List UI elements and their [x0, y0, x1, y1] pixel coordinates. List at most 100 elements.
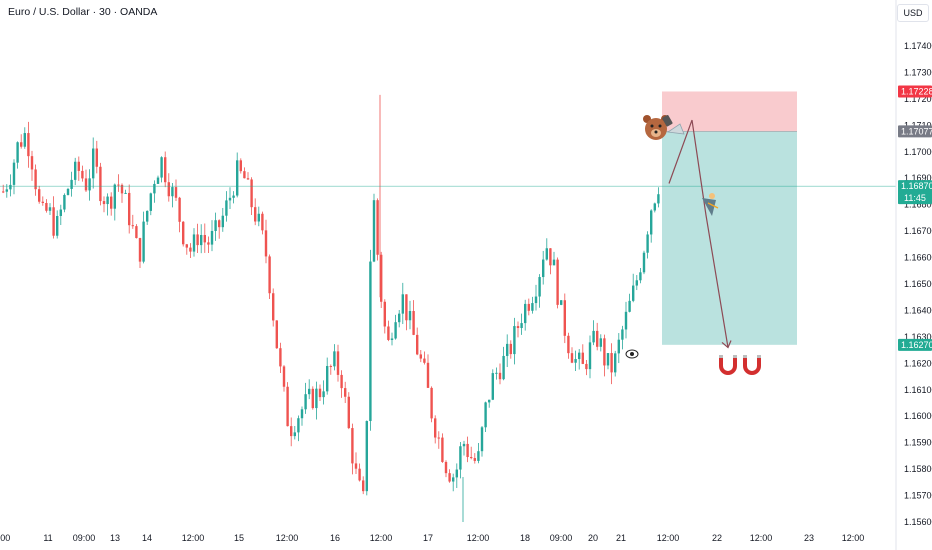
candle-body: [250, 179, 253, 208]
time-tick-label: 09:00: [73, 533, 96, 543]
candle-body: [606, 353, 610, 366]
time-tick-label: 23: [804, 533, 814, 543]
candle-body: [542, 259, 545, 278]
candle-body: [534, 296, 538, 304]
candle-body: [563, 300, 566, 336]
candle-body: [264, 230, 268, 257]
candle-body: [185, 244, 188, 248]
candle-body: [344, 388, 347, 397]
price-tick-label: 1.17100: [904, 120, 932, 130]
price-tick-label: 1.16500: [904, 279, 932, 289]
pen-icon: [662, 115, 673, 127]
candle-body: [77, 161, 80, 171]
candle-body: [192, 234, 196, 252]
paper-plane-icon: [666, 123, 685, 135]
candle-body: [174, 187, 178, 198]
chart-title: Euro / U.S. Dollar · 30 · OANDA: [8, 6, 158, 18]
time-axis[interactable]: :00 11 09:00 13 14 12:00 15 12:00 16 12:00 17 12:00…: [0, 533, 864, 543]
price-axis[interactable]: 1.17400 1.17300 1.17200 1.17100 1.17000 1.169…: [904, 41, 932, 527]
candle-body: [257, 213, 260, 222]
time-tick-label: 22: [712, 533, 722, 543]
candle-body: [502, 355, 505, 380]
price-tick-label: 1.17400: [904, 41, 932, 51]
candle-body: [430, 387, 433, 419]
candle-body: [470, 457, 473, 459]
magnet-tip: [743, 355, 747, 358]
time-tick-label: 12:00: [182, 533, 205, 543]
trader-icon: [702, 198, 716, 216]
candle-body: [2, 191, 5, 193]
price-tick-label: 1.16300: [904, 332, 932, 342]
stop-loss-zone: [662, 91, 797, 132]
candle-body: [632, 285, 635, 301]
candle-body: [444, 461, 448, 474]
candle-body: [128, 192, 131, 226]
currency-button[interactable]: USD: [897, 4, 929, 22]
candle-body: [387, 326, 390, 340]
candle-body: [560, 300, 563, 305]
candle-body: [650, 210, 653, 235]
take-profit-tag: 1.16270: [901, 340, 932, 350]
candle-body: [358, 468, 361, 481]
trade-zones[interactable]: [662, 91, 797, 345]
candle-body: [599, 338, 602, 347]
candle-body: [261, 213, 264, 231]
price-tick-label: 1.16000: [904, 411, 932, 421]
candle-body: [282, 366, 286, 387]
candle-body: [369, 261, 372, 422]
price-tick-label: 1.16400: [904, 305, 932, 315]
price-tick-label: 1.15800: [904, 464, 932, 474]
candle-body: [117, 184, 120, 186]
candle-body: [308, 388, 311, 395]
candle-body: [34, 169, 37, 190]
candle-body: [362, 480, 365, 492]
candle-body: [135, 226, 138, 239]
time-tick-label: 12:00: [370, 533, 393, 543]
candle-body: [498, 372, 502, 380]
projection-line: [668, 119, 729, 348]
candle-body: [218, 220, 221, 228]
candle-body: [279, 348, 282, 367]
candle-body: [653, 203, 656, 211]
trader-arm: [707, 202, 719, 209]
candle-body: [12, 162, 16, 185]
price-tick-label: 1.16800: [904, 200, 932, 210]
candle-body: [236, 160, 239, 196]
candle-body: [524, 303, 527, 324]
candle-body: [527, 303, 530, 311]
candle-body: [549, 248, 552, 266]
candle-body: [268, 256, 271, 294]
candle-body: [196, 234, 199, 246]
candle-body: [92, 148, 95, 179]
time-tick-label: 12:00: [842, 533, 865, 543]
candle-body: [488, 399, 491, 403]
annotations: [625, 115, 761, 375]
candle-body: [167, 182, 170, 197]
candle-body: [300, 409, 304, 419]
candle-body: [146, 210, 149, 222]
candle-body: [95, 148, 98, 167]
time-tick-label: 18: [520, 533, 530, 543]
candle-body: [567, 335, 570, 354]
candle-body: [484, 402, 487, 428]
price-tick-label: 1.16900: [904, 173, 932, 183]
candle-body: [617, 339, 620, 354]
price-tick-label: 1.15700: [904, 491, 932, 501]
candle-body: [354, 463, 358, 469]
candle-body: [110, 196, 113, 209]
candle-body: [459, 446, 462, 470]
bear-nose: [654, 130, 658, 134]
candle-body: [581, 352, 584, 364]
candle-body: [272, 293, 275, 321]
candle-body: [326, 366, 329, 392]
time-tick-label: 12:00: [467, 533, 490, 543]
candle-body: [336, 351, 340, 375]
candle-body: [376, 200, 379, 255]
candle-body: [513, 326, 516, 355]
candle-body: [102, 201, 106, 205]
stop-loss-tag-bg: [898, 85, 932, 98]
candle-body: [246, 178, 250, 180]
candle-body: [311, 388, 314, 409]
projection-path: [668, 119, 732, 349]
